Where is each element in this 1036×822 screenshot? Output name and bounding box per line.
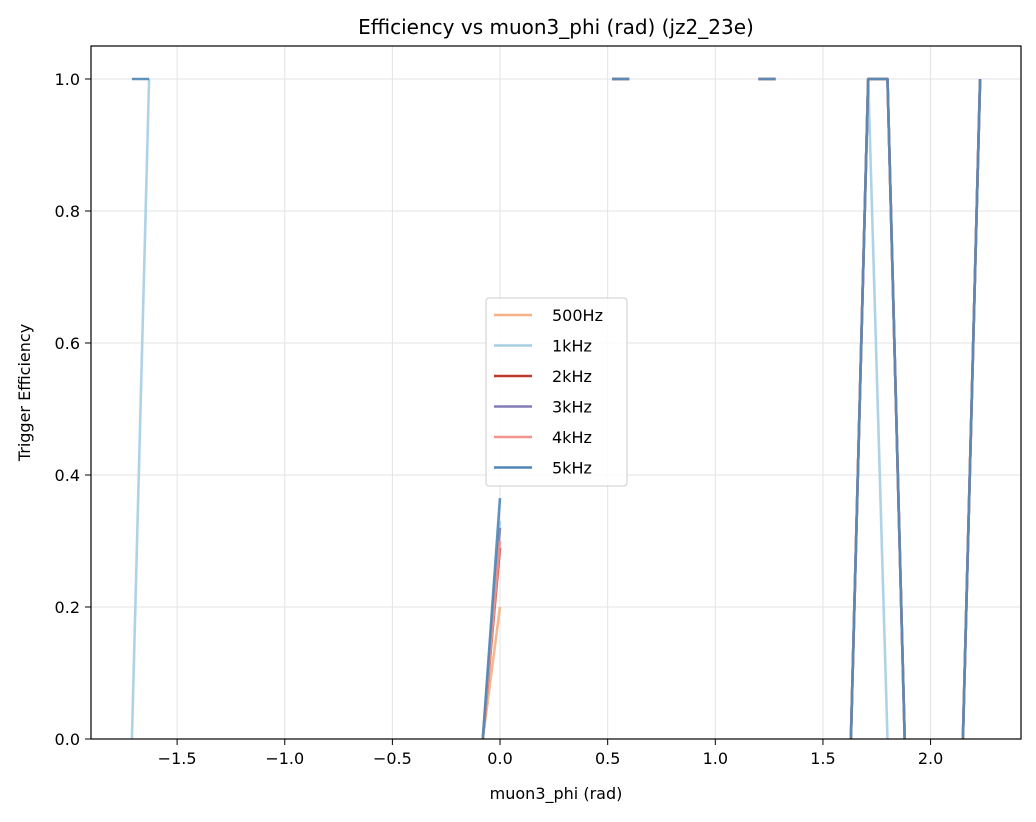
series-line-5khz	[961, 78, 982, 740]
legend: 500Hz 1kHz 2kHz 3kHz 4kHz 5kHz	[485, 297, 628, 487]
y-tick-label: 0.0	[55, 730, 80, 749]
x-tick-label: 1.5	[810, 749, 835, 768]
series-layer	[130, 77, 982, 740]
y-tick-label: 0.4	[55, 466, 80, 485]
series-line-5khz	[849, 77, 906, 740]
series-line-1khz	[130, 78, 151, 740]
y-tick-label: 0.6	[55, 334, 80, 353]
axes-frame	[90, 45, 1022, 740]
x-tick-label: 1.0	[703, 749, 728, 768]
y-axis-label: Trigger Efficiency	[15, 324, 34, 462]
series-line-5khz	[481, 498, 502, 740]
legend-label-4khz: 4kHz	[552, 428, 592, 447]
x-tick-label: −1.0	[265, 749, 304, 768]
legend-label-1khz: 1kHz	[552, 337, 592, 356]
legend-label-2khz: 2kHz	[552, 367, 592, 386]
ticks-layer: −1.5 −1.0 −0.5 0.0 0.5 1.0 1.5 2.0 0.0 0.2 0.4 0.6 0…	[55, 70, 944, 768]
legend-label-5khz: 5kHz	[552, 459, 592, 478]
x-tick-label: 2.0	[918, 749, 943, 768]
x-tick-label: −1.5	[158, 749, 197, 768]
x-tick-label: 0.5	[595, 749, 620, 768]
x-axis-label: muon3_phi (rad)	[490, 784, 623, 804]
legend-label-500hz: 500Hz	[552, 306, 603, 325]
x-tick-label: −0.5	[373, 749, 412, 768]
chart-title: Efficiency vs muon3_phi (rad) (jz2_23e)	[358, 15, 754, 39]
y-tick-label: 1.0	[55, 70, 80, 89]
legend-label-3khz: 3kHz	[552, 398, 592, 417]
y-tick-label: 0.8	[55, 202, 80, 221]
y-tick-label: 0.2	[55, 598, 80, 617]
x-tick-label: 0.0	[487, 749, 512, 768]
